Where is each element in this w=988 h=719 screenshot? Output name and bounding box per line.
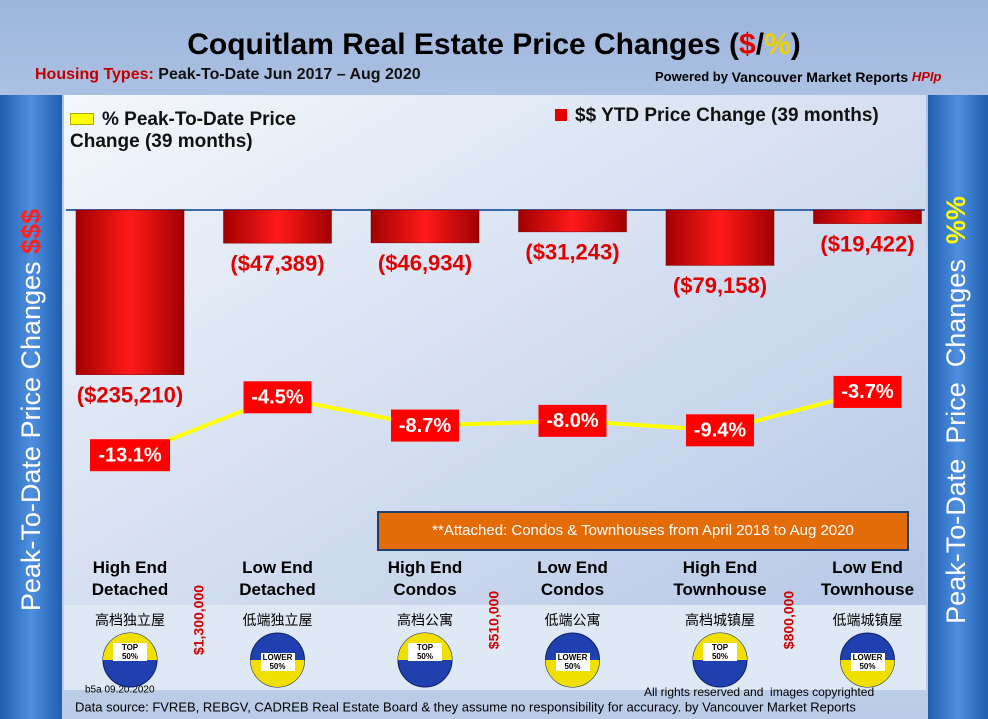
right-panel bbox=[928, 95, 988, 719]
source: Data source: FVREB, REBGV, CADREB Real E… bbox=[75, 699, 856, 714]
title-part: ) bbox=[791, 28, 801, 61]
y-label-symbol: $$$ bbox=[16, 209, 46, 254]
value-label-box bbox=[391, 409, 459, 442]
powered-by: Powered by Vancouver Market Reports HPIp bbox=[655, 69, 942, 85]
subtitle: Housing Types: Peak-To-Date Jun 2017 – A… bbox=[35, 66, 421, 83]
bar-value-label: ($79,158) bbox=[673, 273, 767, 298]
line-value-label: -8.7% bbox=[399, 415, 451, 437]
value-label-box bbox=[833, 375, 902, 408]
bar bbox=[370, 209, 480, 244]
legend-bar: $$ YTD Price Change (39 months) bbox=[555, 105, 879, 127]
line-value-label: -9.4% bbox=[694, 420, 746, 442]
bar bbox=[813, 209, 922, 224]
line-value-label: -8.0% bbox=[546, 410, 598, 432]
value-label-box bbox=[686, 414, 754, 447]
price-threshold: $510,000 bbox=[486, 591, 502, 650]
powered-by-brand: Vancouver Market Reports bbox=[732, 69, 909, 85]
x-tick-label-zh: 高档公寓 bbox=[397, 612, 453, 628]
bar-value-label: ($47,389) bbox=[230, 251, 324, 276]
x-tick-label-zh: 高档城镇屋 bbox=[685, 612, 755, 628]
badge-band bbox=[64, 605, 926, 690]
value-label-box bbox=[90, 439, 170, 472]
bar-value-label: ($19,422) bbox=[820, 231, 914, 256]
bar bbox=[223, 209, 332, 244]
bar-value-label: ($235,210) bbox=[77, 382, 183, 407]
bar bbox=[518, 209, 627, 233]
bar-value-label: ($31,243) bbox=[525, 240, 619, 265]
x-tick-label-zh: 低端公寓 bbox=[544, 612, 601, 628]
x-tick-label: High End Condos bbox=[387, 558, 463, 599]
note: **Attached: Condos & Townhouses from Apr… bbox=[432, 522, 854, 539]
x-tick-label-zh: 低端城镇屋 bbox=[832, 612, 903, 628]
price-threshold: $800,000 bbox=[781, 591, 797, 650]
bar bbox=[665, 209, 775, 266]
x-tick-label: Low End Condos bbox=[537, 558, 608, 599]
y2-label-symbol: %% bbox=[941, 196, 971, 244]
title-part: % bbox=[764, 28, 791, 61]
y-axis-label: Peak-To-Date Price Changes $$$ bbox=[16, 209, 46, 611]
bar-value-label: ($46,934) bbox=[378, 251, 472, 276]
legend-swatch bbox=[555, 109, 567, 121]
line-value-label: -4.5% bbox=[251, 387, 303, 409]
y-label-text: Peak-To-Date Price Changes bbox=[16, 261, 46, 611]
title-part: $ bbox=[739, 28, 756, 61]
badge-label: LOWER 50% bbox=[260, 653, 295, 671]
title-part: / bbox=[756, 28, 765, 61]
line-value-label: -3.7% bbox=[841, 381, 893, 403]
legend-line: % Peak-To-Date Price Change (39 months) bbox=[70, 109, 340, 153]
powered-by-text: Powered by bbox=[655, 69, 729, 84]
title-part: Coquitlam Real Estate Price Changes ( bbox=[187, 28, 739, 61]
x-tick-label-zh: 高档独立屋 bbox=[95, 612, 165, 628]
footer-code: b5a 09.20.2020 bbox=[85, 685, 155, 696]
legend-text: $$ YTD Price Change (39 months) bbox=[575, 105, 879, 126]
legend-text: % Peak-To-Date Price Change (39 months) bbox=[70, 109, 296, 152]
y2-label-text: Peak-To-Date Price Changes bbox=[941, 259, 971, 624]
price-threshold: $1,300,000 bbox=[191, 585, 207, 655]
legend-swatch bbox=[70, 113, 94, 125]
bar bbox=[75, 209, 185, 375]
chart-title: Coquitlam Real Estate Price Changes ($/%… bbox=[187, 28, 801, 61]
x-tick-label: Low End Detached bbox=[239, 558, 316, 599]
powered-by-hpi: HPIp bbox=[912, 69, 942, 84]
x-tick-label: Low End Townhouse bbox=[820, 558, 915, 599]
badge-label: LOWER 50% bbox=[850, 653, 885, 671]
x-tick-label: High End Townhouse bbox=[673, 558, 767, 599]
x-tick-label: High End Detached bbox=[91, 558, 169, 599]
line-value-label: -13.1% bbox=[98, 444, 162, 466]
badge-label: TOP 50% bbox=[408, 643, 442, 661]
badge-label: LOWER 50% bbox=[555, 653, 590, 671]
badge-label: TOP 50% bbox=[703, 643, 737, 661]
badge-label: TOP 50% bbox=[113, 643, 147, 661]
y2-axis-label: Peak-To-Date Price Changes %% bbox=[941, 196, 971, 624]
subtitle-label: Housing Types: bbox=[35, 66, 154, 83]
value-label-box bbox=[243, 381, 312, 414]
rights: All rights reserved and images copyright… bbox=[644, 685, 874, 699]
note-box bbox=[377, 511, 909, 551]
subtitle-text: Peak-To-Date Jun 2017 – Aug 2020 bbox=[158, 66, 420, 83]
value-label-box bbox=[538, 404, 607, 437]
x-tick-label-zh: 低端独立屋 bbox=[242, 612, 313, 628]
left-panel bbox=[0, 95, 62, 719]
